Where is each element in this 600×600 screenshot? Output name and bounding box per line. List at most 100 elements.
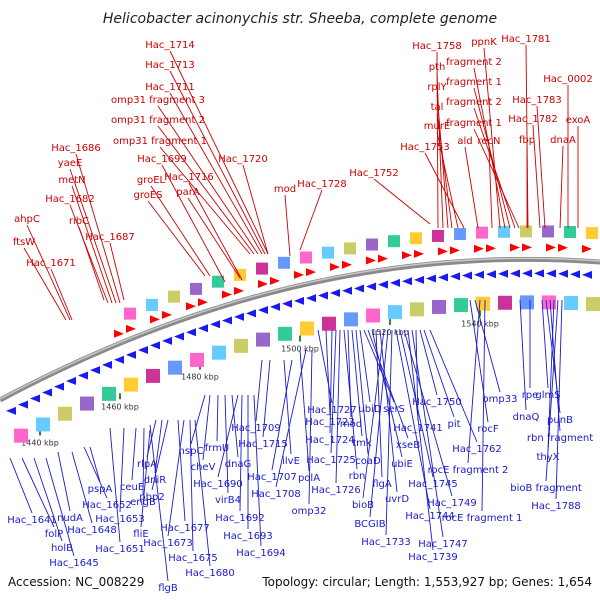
reverse-gene-label[interactable]: xseB: [396, 440, 420, 451]
forward-gene-label[interactable]: Hac_1720: [218, 154, 268, 165]
forward-gene-label[interactable]: Hac_1714: [145, 40, 195, 51]
forward-gene-label[interactable]: tal: [431, 102, 444, 113]
reverse-gene-label[interactable]: rocF: [477, 424, 499, 435]
reverse-gene-label[interactable]: Hac_1673: [143, 538, 193, 549]
forward-gene-label[interactable]: mod: [274, 184, 296, 195]
reverse-gene-label[interactable]: serS: [383, 404, 405, 415]
forward-gene-label[interactable]: fragment 2: [446, 97, 502, 108]
reverse-gene-label[interactable]: virB4: [215, 495, 241, 506]
reverse-gene-label[interactable]: Hac_1675: [168, 553, 218, 564]
forward-gene-label[interactable]: ribC: [69, 216, 89, 227]
reverse-gene-label[interactable]: bioB: [352, 500, 374, 511]
reverse-gene-label[interactable]: dnaQ: [513, 412, 540, 423]
reverse-gene-label[interactable]: thyX: [536, 452, 559, 463]
reverse-gene-label[interactable]: pit: [447, 419, 460, 430]
reverse-gene-label[interactable]: flgA: [372, 479, 392, 490]
reverse-gene-label[interactable]: Hac_1744: [405, 511, 455, 522]
forward-gene-label[interactable]: Hac_1716: [164, 172, 214, 183]
reverse-gene-label[interactable]: cheV: [191, 462, 216, 473]
reverse-gene-label[interactable]: coaD: [355, 456, 381, 467]
forward-gene-label[interactable]: groEL: [137, 175, 166, 186]
reverse-gene-label[interactable]: folP: [45, 529, 63, 540]
reverse-gene-label[interactable]: bioB fragment: [510, 483, 582, 494]
reverse-gene-label[interactable]: omp32: [292, 506, 327, 517]
forward-gene-label[interactable]: ftsW: [13, 237, 35, 248]
reverse-gene-label[interactable]: BCGIB: [354, 519, 385, 530]
forward-gene-label[interactable]: yaeE: [58, 158, 83, 169]
forward-gene-label[interactable]: parA: [176, 187, 200, 198]
reverse-gene-label[interactable]: Hac_1747: [418, 539, 468, 550]
reverse-gene-label[interactable]: rocE fragment 2: [428, 465, 509, 476]
reverse-gene-label[interactable]: Hac_1745: [408, 479, 458, 490]
reverse-gene-label[interactable]: pspA: [88, 484, 113, 495]
reverse-gene-label[interactable]: Hac_1690: [193, 479, 243, 490]
reverse-gene-label[interactable]: Hac_1645: [49, 558, 99, 569]
reverse-gene-label[interactable]: ubiE: [391, 459, 413, 470]
reverse-gene-label[interactable]: Hac_1724: [305, 435, 355, 446]
forward-gene-label[interactable]: Hac_1711: [145, 82, 195, 93]
reverse-gene-label[interactable]: dniR: [144, 475, 166, 486]
reverse-gene-label[interactable]: Hac_1707: [247, 472, 297, 483]
reverse-gene-label[interactable]: ubiD: [358, 404, 381, 415]
reverse-gene-label[interactable]: pbp2: [139, 492, 164, 503]
reverse-gene-label[interactable]: Hac_1693: [223, 531, 273, 542]
reverse-gene-label[interactable]: rbn fragment: [527, 433, 593, 444]
forward-gene-label[interactable]: Hac_1782: [508, 114, 558, 125]
reverse-gene-label[interactable]: punB: [547, 415, 573, 426]
reverse-gene-label[interactable]: Hac_1708: [251, 489, 301, 500]
reverse-gene-label[interactable]: Hac_1726: [311, 485, 361, 496]
reverse-gene-label[interactable]: Hac_1651: [95, 544, 145, 555]
forward-gene-label[interactable]: Hac_1686: [51, 143, 101, 154]
reverse-gene-label[interactable]: dnaG: [225, 459, 252, 470]
reverse-gene-label[interactable]: rlpA: [137, 459, 157, 470]
forward-gene-label[interactable]: omp31 fragment 3: [111, 95, 205, 106]
reverse-gene-label[interactable]: uvrD: [385, 494, 409, 505]
reverse-gene-label[interactable]: Hac_1750: [412, 397, 462, 408]
reverse-gene-label[interactable]: Hac_1680: [185, 568, 235, 579]
reverse-gene-label[interactable]: Hac_1694: [236, 548, 286, 559]
reverse-gene-label[interactable]: mod: [340, 419, 362, 430]
reverse-gene-label[interactable]: Hac_1762: [452, 444, 502, 455]
reverse-gene-label[interactable]: rbn: [349, 471, 366, 482]
forward-gene-label[interactable]: Hac_1687: [85, 232, 135, 243]
reverse-gene-label[interactable]: nudA: [57, 513, 83, 524]
reverse-gene-label[interactable]: rpe: [522, 390, 539, 401]
forward-gene-label[interactable]: dnaA: [550, 135, 576, 146]
reverse-gene-label[interactable]: nspC: [179, 446, 204, 457]
reverse-gene-label[interactable]: Hac_1733: [361, 537, 411, 548]
reverse-gene-label[interactable]: omp33: [483, 394, 518, 405]
forward-gene-label[interactable]: exoA: [566, 115, 591, 126]
forward-gene-label[interactable]: pth: [429, 62, 446, 73]
forward-gene-label[interactable]: ald: [457, 136, 472, 147]
reverse-gene-label[interactable]: polA: [298, 473, 320, 484]
forward-gene-label[interactable]: Hac_1682: [45, 194, 95, 205]
forward-gene-label[interactable]: Hac_1728: [297, 179, 347, 190]
reverse-gene-label[interactable]: frmU: [205, 443, 230, 454]
reverse-gene-label[interactable]: engB: [130, 497, 156, 508]
reverse-gene-label[interactable]: Hac_1739: [408, 552, 458, 563]
reverse-gene-label[interactable]: Hac_1723: [305, 417, 355, 428]
forward-gene-label[interactable]: metN: [58, 175, 85, 186]
forward-gene-label[interactable]: Hac_1671: [26, 258, 76, 269]
reverse-gene-label[interactable]: Hac_1709: [231, 423, 281, 434]
reverse-gene-label[interactable]: flgB: [158, 583, 178, 594]
forward-gene-label[interactable]: murE: [424, 121, 451, 132]
forward-gene-label[interactable]: Hac_1752: [349, 168, 399, 179]
forward-gene-label[interactable]: recN: [477, 136, 500, 147]
forward-gene-label[interactable]: Hac_0002: [543, 74, 593, 85]
reverse-gene-label[interactable]: ilvE: [282, 456, 300, 467]
forward-gene-label[interactable]: fragment 1: [446, 118, 502, 129]
reverse-gene-label[interactable]: Hac_1715: [238, 439, 288, 450]
reverse-gene-label[interactable]: Hac_1677: [160, 523, 210, 534]
forward-gene-label[interactable]: Hac_1699: [137, 154, 187, 165]
reverse-gene-label[interactable]: Hac_1648: [67, 525, 117, 536]
forward-gene-label[interactable]: Hac_1713: [145, 60, 195, 71]
reverse-gene-label[interactable]: Hac_1741: [393, 423, 443, 434]
forward-gene-label[interactable]: omp31 fragment 2: [111, 115, 205, 126]
reverse-gene-label[interactable]: tmk: [352, 438, 372, 449]
forward-gene-label[interactable]: Hac_1758: [412, 41, 462, 52]
forward-gene-label[interactable]: fragment 1: [446, 77, 502, 88]
reverse-gene-label[interactable]: Hac_1641: [7, 515, 57, 526]
reverse-gene-label[interactable]: rocE fragment 1: [442, 513, 523, 524]
forward-gene-label[interactable]: groES: [133, 190, 162, 201]
